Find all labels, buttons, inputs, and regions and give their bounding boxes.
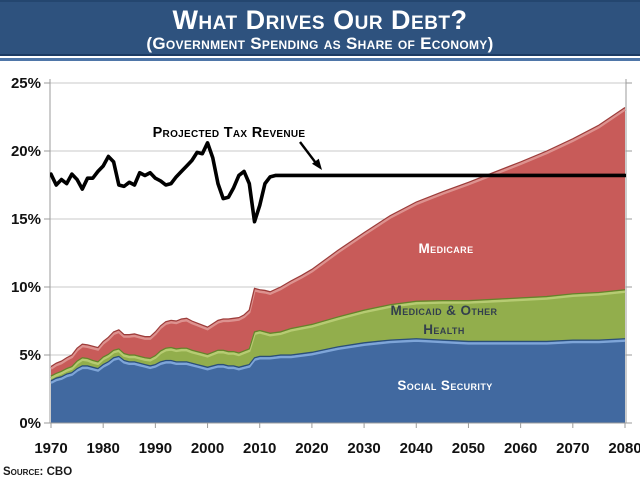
y-axis-tick-label: 10% bbox=[11, 279, 41, 296]
x-axis-tick-label: 1980 bbox=[86, 440, 119, 457]
page-title: What Drives Our Debt? bbox=[172, 5, 468, 35]
series-label-medicaid-other-health: Health bbox=[423, 322, 464, 337]
x-axis-tick-label: 2000 bbox=[191, 440, 224, 457]
x-axis-tick-label: 2040 bbox=[400, 440, 433, 457]
y-axis-tick-label: 15% bbox=[11, 211, 41, 228]
x-axis-tick-label: 2060 bbox=[504, 440, 537, 457]
x-axis-tick-label: 2020 bbox=[295, 440, 328, 457]
tax-revenue-line bbox=[50, 141, 626, 224]
stacked-areas bbox=[50, 106, 626, 423]
area-medicaid-other-health bbox=[50, 289, 626, 381]
area-edge bbox=[50, 106, 626, 368]
title-banner: What Drives Our Debt? (Government Spendi… bbox=[0, 0, 640, 61]
tax-revenue-label: Projected Tax Revenue bbox=[153, 125, 306, 141]
series-label-medicare: Medicare bbox=[419, 241, 474, 256]
series-label-social-security: Social Security bbox=[397, 378, 492, 393]
y-axis-tick-label: 5% bbox=[19, 347, 41, 364]
area-highlight bbox=[50, 290, 626, 380]
page-subtitle: (Government Spending as Share of Economy… bbox=[146, 34, 494, 53]
area-medicare bbox=[50, 106, 626, 377]
y-axis-tick-label: 20% bbox=[11, 143, 41, 160]
x-axis-tick-label: 2080 bbox=[608, 440, 640, 457]
area-edge bbox=[50, 289, 626, 377]
x-axis-tick-label: 2010 bbox=[243, 440, 276, 457]
source-note: Source: CBO bbox=[3, 466, 73, 478]
annotation-arrow-line bbox=[299, 141, 317, 164]
x-axis-tick-label: 2050 bbox=[452, 440, 485, 457]
area-highlight bbox=[50, 108, 626, 370]
x-axis-tick-label: 1970 bbox=[34, 440, 67, 457]
y-axis-tick-label: 25% bbox=[11, 75, 41, 92]
area-edge bbox=[50, 338, 626, 382]
area-highlight bbox=[50, 339, 626, 384]
x-axis-tick-label: 1990 bbox=[139, 440, 172, 457]
annotation-arrow-head bbox=[312, 158, 322, 170]
x-axis-tick-label: 2030 bbox=[347, 440, 380, 457]
x-axis-tick-label: 2070 bbox=[556, 440, 589, 457]
series-label-medicaid-other-health: Medicaid & Other bbox=[391, 303, 498, 318]
y-axis-tick-label: 0% bbox=[19, 415, 41, 432]
annotations: Projected Tax Revenue Social Security Medi… bbox=[153, 125, 498, 393]
axes: 0% 5% 10% 15% 20% 25% 1970 1980 1990 2000 2010 2020… bbox=[11, 75, 640, 457]
area-social-security bbox=[50, 338, 626, 423]
